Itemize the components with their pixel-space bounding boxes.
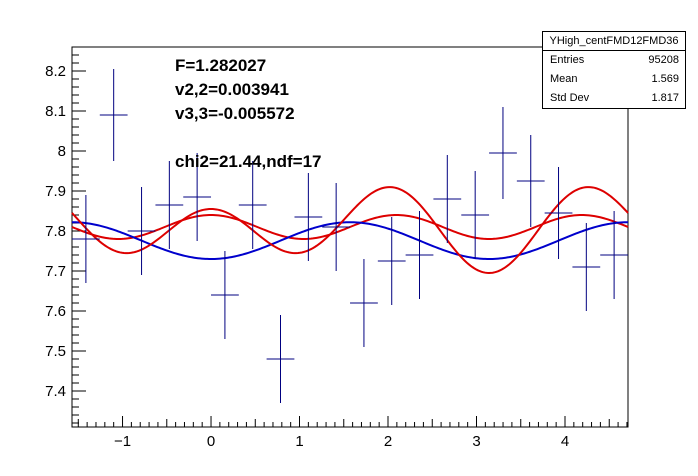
fit-v22-label: v2,2=0.003941 [175,80,289,99]
x-tick-label: 2 [384,433,392,450]
data-point [238,161,267,249]
data-point [266,315,295,403]
data-point [350,259,378,347]
y-tick-label: 8 [58,143,66,160]
x-axis: −1 0 1 2 3 4 [77,416,628,450]
data-point [127,187,156,275]
data-point [405,211,434,299]
fit-curve-red_full [71,186,629,275]
stats-value: 1.569 [651,73,679,85]
x-tick-label: 4 [561,433,569,450]
y-axis: 7.4 7.5 7.6 7.7 7.8 7.9 8 8.1 8.2 [45,46,86,424]
data-point [572,223,601,311]
y-tick-label: 7.7 [45,263,66,280]
stats-value: 1.817 [651,92,679,104]
plot-frame [71,46,629,428]
y-tick-label: 8.2 [45,63,66,80]
data-point [544,167,573,259]
stats-title: YHigh_centFMD12FMD36 [543,32,685,51]
data-point [461,171,490,259]
y-tick-label: 8.1 [45,103,66,120]
x-tick-label: −1 [114,433,131,450]
stats-label: Std Dev [550,92,590,104]
data-point [211,251,239,339]
data-point [433,155,462,243]
stats-row-entries: Entries 95208 [543,51,685,70]
y-tick-label: 7.5 [45,343,66,360]
data-point [155,161,184,249]
stats-row-stddev: Std Dev 1.817 [543,89,685,108]
stats-label: Mean [550,73,578,85]
data-point [516,135,545,227]
fit-curve-blue [71,221,629,261]
x-tick-label: 3 [472,433,480,450]
y-tick-label: 7.8 [45,223,66,240]
data-points [72,69,628,403]
fit-curves [71,186,629,275]
data-point [322,183,351,271]
y-tick-label: 7.4 [45,383,66,400]
x-tick-label: 1 [295,433,303,450]
data-point [183,153,212,241]
y-tick-label: 7.9 [45,183,66,200]
data-point [99,69,128,161]
data-point [377,217,406,305]
x-tick-label: 0 [207,433,215,450]
stats-box: YHigh_centFMD12FMD36 Entries 95208 Mean … [542,31,686,109]
data-point [489,107,517,199]
y-tick-label: 7.6 [45,303,66,320]
fit-f-label: F=1.282027 [175,56,267,75]
data-point [72,195,100,283]
stats-row-mean: Mean 1.569 [543,70,685,89]
fit-chi2-label: chi2=21.44,ndf=17 [175,152,322,171]
fit-v33-label: v3,3=-0.005572 [175,104,295,123]
stats-value: 95208 [648,54,679,66]
stats-label: Entries [550,54,585,66]
data-point [600,211,628,299]
data-point [294,173,323,261]
